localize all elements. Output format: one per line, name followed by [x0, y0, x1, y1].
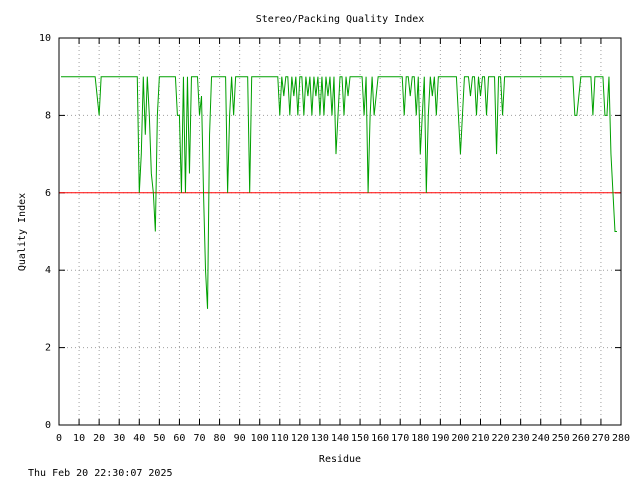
x-tick-label: 110 — [271, 433, 289, 444]
y-tick-label: 10 — [39, 33, 51, 44]
x-tick-label: 220 — [492, 433, 510, 444]
x-tick-label: 250 — [552, 433, 570, 444]
x-tick-label: 20 — [93, 433, 105, 444]
x-tick-label: 80 — [214, 433, 226, 444]
x-tick-label: 30 — [113, 433, 125, 444]
x-tick-label: 150 — [351, 433, 369, 444]
y-tick-label: 6 — [45, 188, 51, 199]
plot-border — [58, 37, 622, 426]
x-tick-label: 280 — [612, 433, 630, 444]
y-tick-label: 8 — [45, 110, 51, 121]
chart-title: Stereo/Packing Quality Index — [256, 14, 425, 25]
x-tick-label: 60 — [173, 433, 185, 444]
x-tick-label: 240 — [532, 433, 550, 444]
x-tick-label: 270 — [592, 433, 610, 444]
x-axis-label: Residue — [319, 454, 361, 465]
timestamp: Thu Feb 20 22:30:07 2025 — [28, 468, 173, 479]
x-tick-label: 180 — [411, 433, 429, 444]
x-tick-label: 210 — [471, 433, 489, 444]
data-line — [61, 76, 617, 309]
x-tick-label: 10 — [73, 433, 85, 444]
x-tick-label: 100 — [251, 433, 269, 444]
x-tick-label: 40 — [133, 433, 145, 444]
x-tick-label: 260 — [572, 433, 590, 444]
x-tick-label: 160 — [371, 433, 389, 444]
x-tick-label: 130 — [311, 433, 329, 444]
y-tick-label: 2 — [45, 343, 51, 354]
x-tick-label: 170 — [391, 433, 409, 444]
x-tick-label: 50 — [153, 433, 165, 444]
x-tick-label: 230 — [512, 433, 530, 444]
y-tick-label: 0 — [45, 420, 51, 431]
x-tick-label: 190 — [431, 433, 449, 444]
y-tick-label: 4 — [45, 265, 51, 276]
x-tick-label: 90 — [234, 433, 246, 444]
x-tick-label: 120 — [291, 433, 309, 444]
y-axis-label: Quality Index — [17, 193, 28, 271]
x-tick-label: 0 — [56, 433, 62, 444]
x-tick-label: 140 — [331, 433, 349, 444]
x-tick-label: 200 — [451, 433, 469, 444]
x-tick-label: 70 — [193, 433, 205, 444]
